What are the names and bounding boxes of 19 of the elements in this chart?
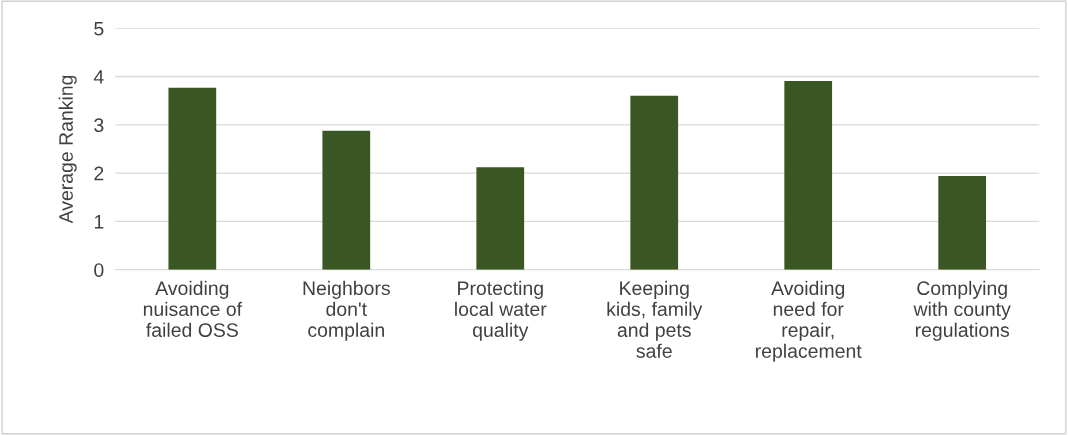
x-tick-label: Neighbors don't complain [303, 280, 390, 341]
y-axis-title: Average Ranking [58, 75, 77, 224]
x-tick-label: Avoiding nuisance of failed OSS [143, 280, 243, 337]
y-tick-label: 1 [94, 215, 104, 229]
bar [168, 87, 217, 270]
bar [630, 95, 679, 270]
bar [322, 130, 371, 270]
y-tick-label: 5 [94, 21, 104, 36]
y-tick-label: 3 [94, 118, 104, 133]
x-tick-label: Keeping kids, family and pets safe [607, 280, 703, 358]
x-tick-label: Complying with county regulations [913, 280, 1011, 341]
x-tick-label: Protecting local water quality [455, 280, 547, 341]
y-tick-label: 2 [94, 166, 104, 181]
y-tick-label: 4 [93, 70, 104, 84]
y-tick-label: 0 [94, 263, 104, 277]
bar [476, 167, 525, 270]
bar [784, 80, 833, 270]
x-tick-label: Avoiding need for repair, replacement [756, 280, 862, 362]
bar [938, 176, 987, 270]
